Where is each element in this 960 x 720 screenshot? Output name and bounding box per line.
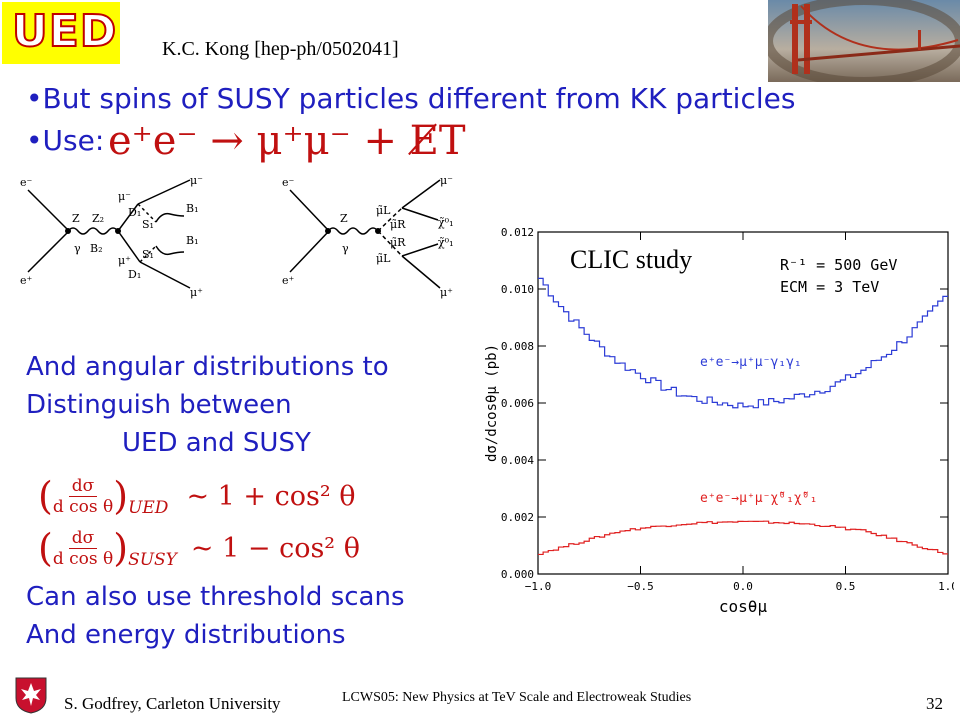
citation: K.C. Kong [hep-ph/0502041]	[162, 38, 399, 60]
label-gamma-2: γ	[342, 242, 349, 255]
series-line-0	[538, 277, 948, 409]
x-tick-label: 1.0	[938, 580, 954, 593]
text-angular: And angular distributions to	[26, 352, 389, 382]
x-tick-label: −0.5	[627, 580, 654, 593]
label-smuon-l-bottom: μ̃L	[376, 252, 391, 265]
use-equation: e⁺e⁻ → μ⁺μ⁻ + E̸T	[108, 118, 466, 164]
formula-ued: ( dσ d cos θ ) UED ~ 1 + cos² θ	[38, 474, 356, 518]
label-gamma: γ	[74, 242, 81, 255]
footer-conference: LCWS05: New Physics at TeV Scale and Ele…	[342, 690, 692, 705]
label-smuon-r-bottom: μ̃R	[390, 236, 406, 249]
x-axis-label: cosθμ	[719, 597, 768, 616]
ued-frac-den: d cos θ	[52, 496, 114, 517]
angular-distribution-chart: 0.000 0.002 0.004 0.006 0.008 0.010 0.012 −1.0 −…	[484, 226, 954, 616]
text-energy: And energy distributions	[26, 620, 346, 650]
susy-frac-num: dσ	[68, 528, 98, 549]
y-tick-label: 0.006	[501, 397, 534, 410]
ued-subscript: UED	[128, 498, 169, 518]
bridge-photo	[768, 0, 960, 82]
series-label-ued: e⁺e⁻→μ⁺μ⁻γ₁γ₁	[700, 355, 802, 370]
formula-susy: ( dσ d cos θ ) SUSY ~ 1 − cos² θ	[38, 526, 360, 570]
label-smuon-r-top: μ̃R	[390, 218, 406, 231]
footer-author: S. Godfrey, Carleton University	[64, 694, 281, 713]
label-b1-bottom: B₁	[186, 234, 199, 247]
label-z: Z	[72, 212, 80, 225]
params-line2: ECM = 3 TeV	[780, 278, 879, 296]
label-b2: B₂	[90, 242, 103, 255]
y-tick-label: 0.012	[501, 226, 534, 239]
x-tick-label: 0.5	[836, 580, 856, 593]
y-tick-label: 0.002	[501, 511, 534, 524]
y-tick-label: 0.004	[501, 454, 534, 467]
label-mu-plus-out: μ⁺	[190, 286, 203, 299]
label-s1-top: S₁	[142, 218, 154, 231]
label-e-minus-2: e⁻	[282, 176, 295, 189]
page-number: 32	[926, 694, 943, 713]
label-z-2: Z	[340, 212, 348, 225]
y-tick-label: 0.000	[501, 568, 534, 581]
feynman-diagram-ued: e⁻ e⁺ Z γ Z₂ B₂ μ⁻ D₁ S₁ μ⁺ B₁ B₁ μ⁻ μ⁺ …	[20, 174, 203, 299]
label-s1-bottom: S₁	[142, 248, 154, 261]
susy-frac-den: d cos θ	[52, 548, 114, 569]
ued-rhs: ~ 1 + cos² θ	[186, 480, 356, 512]
label-mu-minus-out-2: μ⁻	[440, 174, 453, 187]
angular-formulas: ( dσ d cos θ ) UED ~ 1 + cos² θ ( dσ d c…	[38, 472, 448, 578]
y-tick-label: 0.008	[501, 340, 534, 353]
ued-frac-num: dσ	[68, 476, 98, 497]
label-z2: Z₂	[92, 212, 104, 225]
chart-annotation: CLIC study	[570, 245, 692, 274]
params-line1: R⁻¹ = 500 GeV	[780, 256, 897, 274]
carleton-crest-icon	[15, 677, 47, 714]
label-e-plus-2: e⁺	[282, 274, 295, 287]
bullet-use: •Use:	[26, 124, 105, 157]
series-label-susy: e⁺e⁻→μ⁺μ⁻χ̃⁰₁χ̃⁰₁	[700, 491, 817, 506]
label-d1-top: D₁	[128, 206, 141, 219]
ued-logo: UED	[2, 2, 120, 64]
feynman-diagram-susy: e⁻ e⁺ Z γ μ̃L μ̃R μ̃R μ̃L μ⁻ μ⁺ χ̃⁰₁ χ̃⁰…	[282, 174, 454, 299]
susy-subscript: SUSY	[128, 550, 177, 570]
y-tick-label: 0.010	[501, 283, 534, 296]
x-tick-label: 0.0	[733, 580, 753, 593]
label-mu-plus-inner: μ⁺	[118, 254, 131, 267]
y-axis-label: dσ/dcosθμ (pb)	[484, 344, 500, 462]
bullet-spins: •But spins of SUSY particles different f…	[26, 82, 796, 115]
label-mu-minus-out: μ⁻	[190, 174, 203, 187]
text-ued-susy: UED and SUSY	[122, 428, 311, 458]
label-e-minus: e⁻	[20, 176, 33, 189]
label-mu-plus-out-2: μ⁺	[440, 286, 453, 299]
series-line-1	[538, 520, 948, 556]
x-tick-label: −1.0	[525, 580, 552, 593]
label-e-plus: e⁺	[20, 274, 33, 287]
text-distinguish: Distinguish between	[26, 390, 292, 420]
label-neutralino-top: χ̃⁰₁	[438, 216, 454, 229]
label-b1-top: B₁	[186, 202, 199, 215]
text-threshold: Can also use threshold scans	[26, 582, 405, 612]
label-neutralino-bottom: χ̃⁰₁	[438, 236, 454, 249]
label-smuon-l-top: μ̃L	[376, 204, 391, 217]
label-d1-bottom: D₁	[128, 268, 141, 281]
ued-logo-text: UED	[11, 5, 118, 58]
susy-rhs: ~ 1 − cos² θ	[190, 532, 360, 564]
label-mu-minus-inner: μ⁻	[118, 190, 131, 203]
